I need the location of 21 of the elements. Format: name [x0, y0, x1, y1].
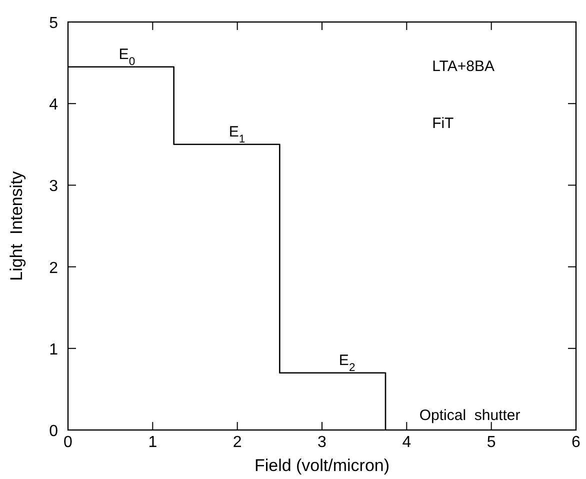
x-tick-label: 6 — [572, 434, 581, 451]
y-tick-label: 1 — [49, 341, 58, 358]
annotation: E$_{0}$ — [118, 46, 136, 68]
x-tick-label: 0 — [64, 434, 73, 451]
annotation: FiT — [432, 115, 454, 132]
x-tick-label: 5 — [486, 434, 496, 451]
x-tick-label: 1 — [148, 434, 158, 451]
y-tick-label: 5 — [49, 15, 58, 32]
annotation: Optical shutter — [419, 407, 520, 424]
y-tick-label: 0 — [49, 423, 58, 440]
annotation: LTA+8BA — [432, 58, 494, 75]
y-axis-title: Light Intensity — [7, 170, 26, 281]
x-tick-label: 4 — [402, 434, 412, 451]
annotation: E$_{1}$ — [228, 123, 246, 146]
y-tick-label: 3 — [49, 178, 58, 196]
annotation: E$_{2}$ — [338, 352, 356, 374]
y-tick-label: 2 — [49, 260, 58, 277]
x-tick-label: 2 — [232, 434, 242, 451]
x-axis-title: Field (volt/micron) — [254, 456, 390, 475]
y-tick-label: 4 — [49, 96, 58, 114]
x-tick-label: 3 — [318, 434, 327, 451]
